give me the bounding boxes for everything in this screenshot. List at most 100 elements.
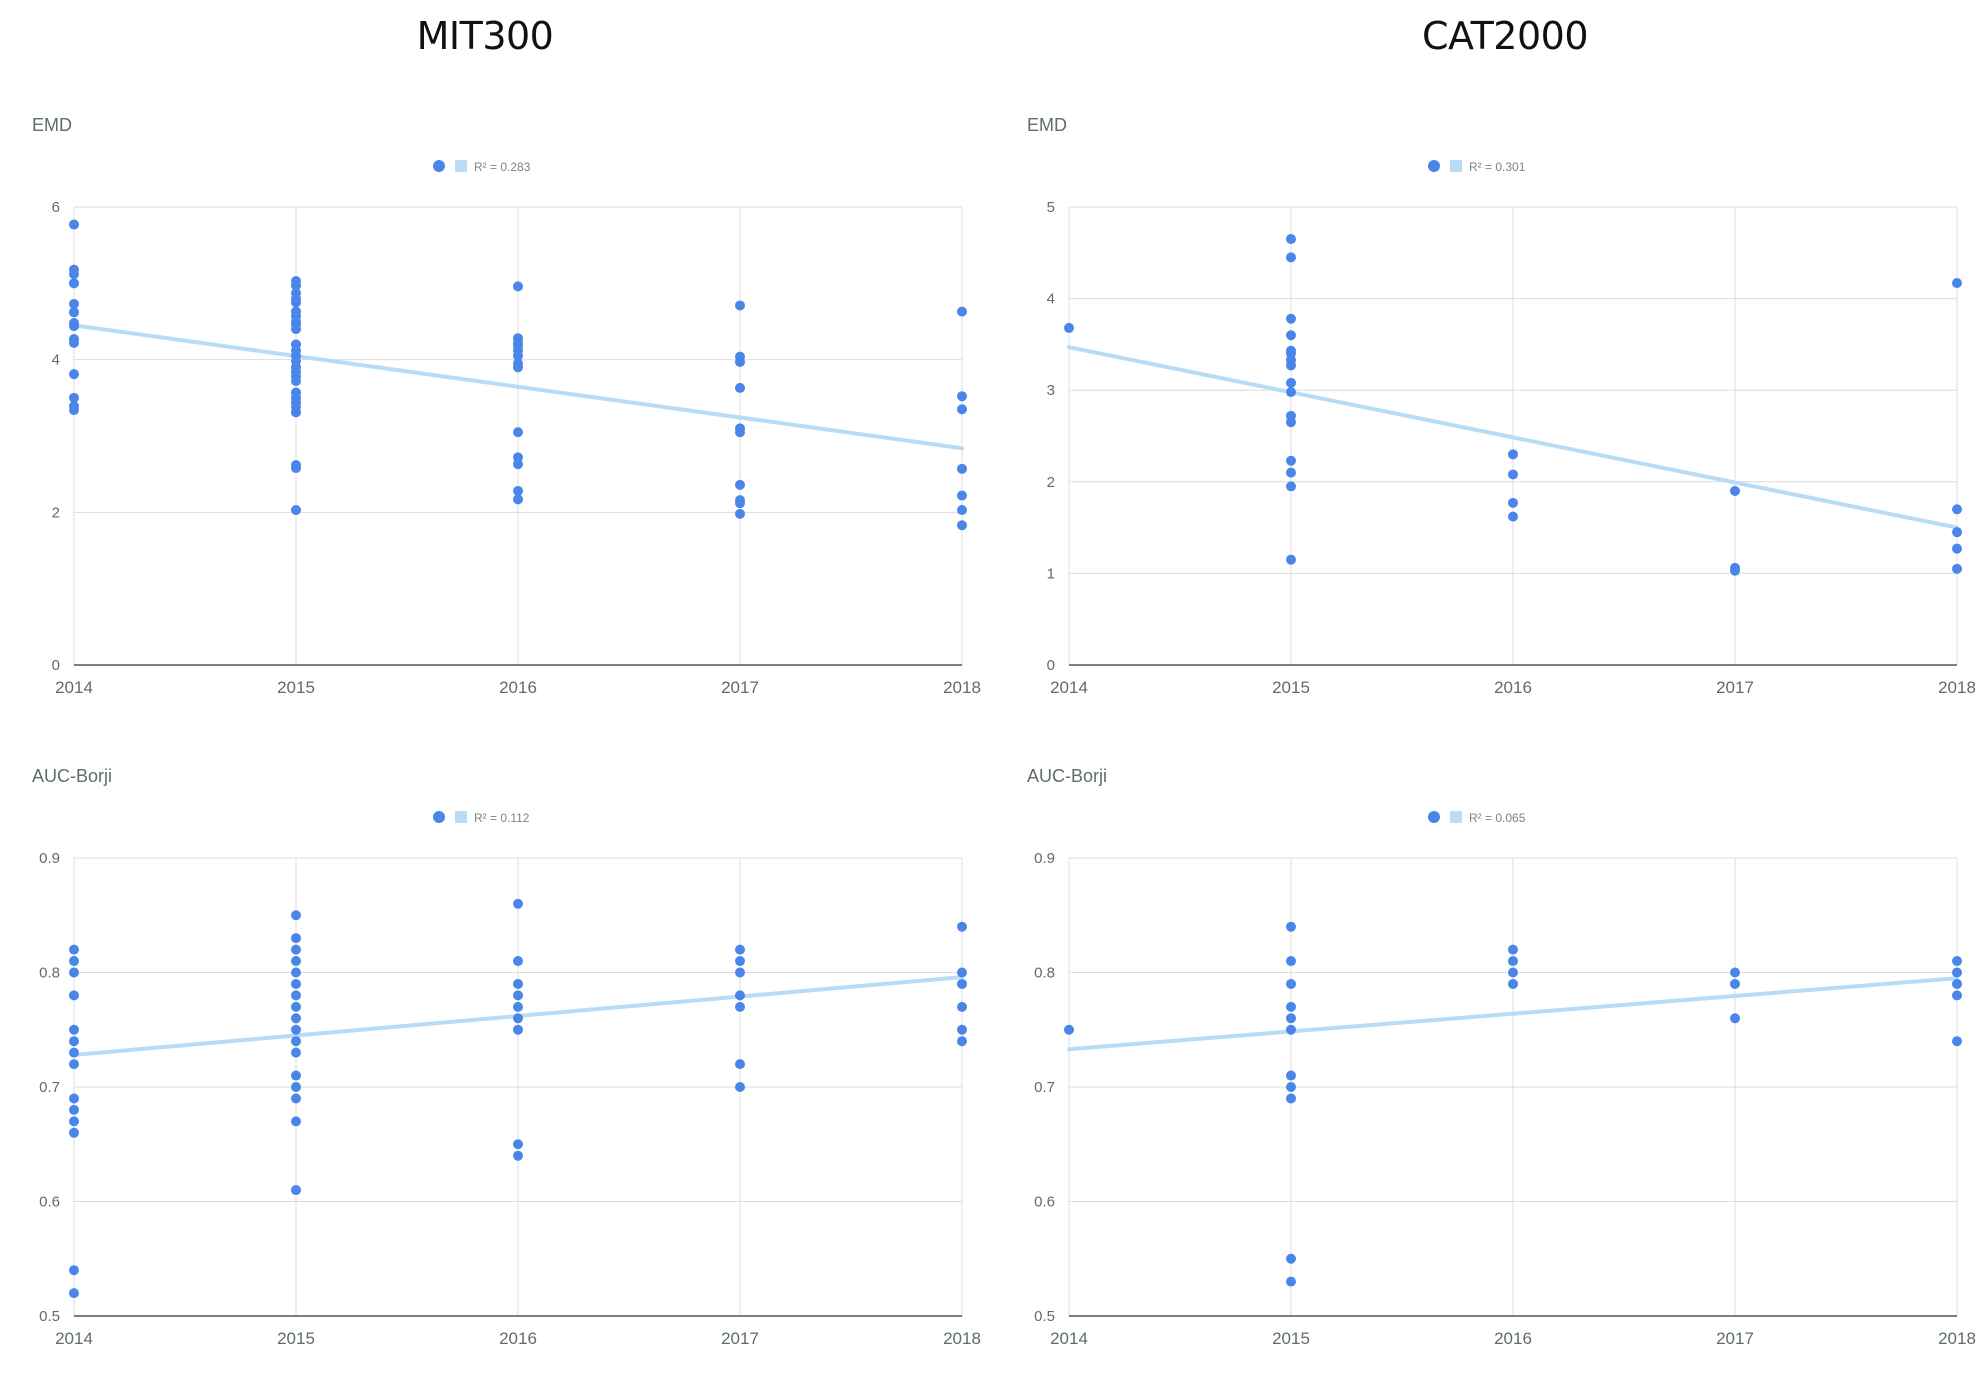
x-tick-label: 2016 [1494,678,1532,697]
data-point [69,944,79,955]
data-point [1730,565,1740,576]
data-point [513,1001,523,1012]
data-point [1286,252,1296,263]
data-point [735,1059,745,1070]
y-tick-label: 0.9 [1034,850,1055,867]
data-point [1286,978,1296,989]
data-point [1952,504,1962,515]
data-point [957,463,967,474]
y-tick-label: 0.5 [1034,1308,1055,1325]
chart-mit300-emd: EMD R² = 0.283 0 2 4 6 2014 2015 2016 2017 2018 [32,115,981,697]
data-point [957,1001,967,1012]
data-point [69,956,79,967]
data-point [69,219,79,230]
data-point [69,405,79,416]
x-tick-label: 2014 [55,1329,93,1348]
data-point [513,452,523,463]
data-point [291,1082,301,1092]
data-point [735,1082,745,1092]
x-tick-label: 2017 [1716,678,1754,697]
data-point [291,463,301,474]
x-tick-label: 2017 [721,1329,759,1348]
data-point [69,269,79,280]
data-point [1952,978,1962,989]
data-point [957,921,967,932]
data-point [513,898,523,909]
data-point [69,307,79,318]
y-tick-label: 0.5 [39,1308,60,1325]
legend-trendline-label: R² = 0.301 [1469,160,1526,174]
data-point [1952,956,1962,967]
y-tick-label: 0 [52,657,60,674]
column-title-cat2000: CAT2000 [1422,14,1589,58]
data-point [69,298,79,309]
data-point [1286,377,1296,388]
data-point [291,1047,301,1058]
legend-marker-points [1428,160,1440,172]
column-title-mit300: MIT300 [416,14,554,58]
data-point [513,485,523,496]
data-point [1286,234,1296,245]
y-tick-label: 0.8 [39,965,60,982]
data-point [69,369,79,380]
data-point [69,1288,79,1299]
data-point [69,337,79,348]
data-point [1286,1253,1296,1264]
y-tick-label: 0.7 [39,1079,60,1096]
data-point [291,407,301,418]
data-point [513,494,523,505]
y-tick-label: 0.6 [1034,1194,1055,1211]
y-tick-label: 0.8 [1034,965,1055,982]
data-point [957,978,967,989]
legend-trendline-label: R² = 0.065 [1469,811,1526,825]
data-point [1286,387,1296,398]
data-point [1952,990,1962,1001]
data-point [291,505,301,516]
legend-trendline-label: R² = 0.112 [474,811,530,825]
data-point [513,281,523,292]
x-tick-label: 2015 [277,678,315,697]
data-point [69,1127,79,1138]
data-point [69,990,79,1001]
chart-title: AUC-Borji [1027,766,1107,786]
data-point [1730,978,1740,989]
data-point [513,1139,523,1150]
y-tick-label: 6 [52,199,60,216]
data-point [957,391,967,402]
data-point [1508,511,1518,522]
data-point [291,280,301,291]
data-point [513,990,523,1001]
x-tick-label: 2014 [1050,678,1088,697]
data-point [69,1265,79,1276]
data-point [291,1116,301,1127]
data-point [1286,956,1296,967]
data-point [291,324,301,335]
data-point [1286,455,1296,466]
data-point [735,356,745,367]
data-point [957,490,967,501]
data-point [513,350,523,361]
data-point [291,944,301,955]
legend-marker-points [433,160,445,172]
legend-marker-trendline [1450,811,1462,823]
data-point [69,967,79,978]
data-point [1286,1070,1296,1081]
y-tick-label: 0 [1047,657,1055,674]
data-point [69,321,79,332]
data-point [291,1036,301,1047]
y-tick-label: 4 [52,352,60,369]
data-point [69,392,79,403]
x-tick-label: 2018 [943,678,981,697]
legend-trendline-label: R² = 0.283 [474,160,531,174]
data-point [513,362,523,373]
data-point [735,956,745,967]
data-point [1508,967,1518,978]
legend-marker-points [433,811,445,823]
data-point [1286,1013,1296,1024]
data-point [957,505,967,516]
data-point [1508,978,1518,989]
data-point [1508,944,1518,955]
data-point [513,978,523,989]
data-point [1286,313,1296,324]
data-point [1286,921,1296,932]
